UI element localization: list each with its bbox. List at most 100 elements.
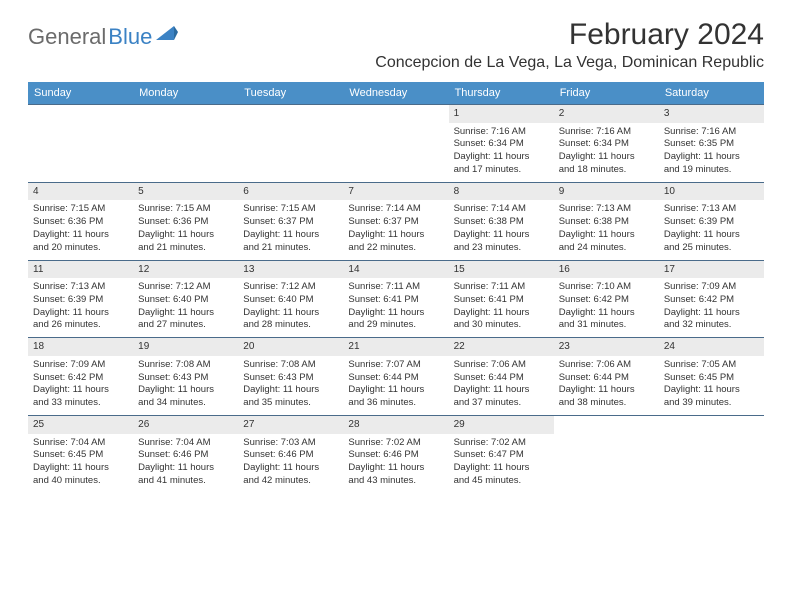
sunrise-line: Sunrise: 7:04 AM: [138, 437, 233, 450]
daylight-line-2: and 45 minutes.: [454, 475, 549, 488]
day-number: 6: [238, 183, 343, 201]
calendar-cell: 28 Sunrise: 7:02 AMSunset: 6:46 PMDayligh…: [343, 416, 448, 493]
sunrise-line: Sunrise: 7:02 AM: [454, 437, 549, 450]
calendar-cell: 20Sunrise: 7:08 AMSunset: 6:43 PMDayligh…: [238, 338, 343, 415]
sunrise-line: Sunrise: 7:04 AM: [33, 437, 128, 450]
day-number: 14: [343, 261, 448, 279]
daylight-line-1: Daylight: 11 hours: [138, 229, 233, 242]
sunrise-line: Sunrise: 7:02 AM: [348, 437, 443, 450]
calendar: SundayMondayTuesdayWednesdayThursdayFrid…: [28, 82, 764, 493]
day-number: 19: [133, 338, 238, 356]
sunset-line: Sunset: 6:46 PM: [348, 449, 443, 462]
calendar-cell: 13Sunrise: 7:12 AMSunset: 6:40 PMDayligh…: [238, 261, 343, 338]
day-number: 17: [659, 261, 764, 279]
daylight-line-1: Daylight: 11 hours: [138, 462, 233, 475]
daylight-line-2: and 19 minutes.: [664, 164, 759, 177]
day-number: 28: [343, 416, 448, 434]
daylight-line-1: Daylight: 11 hours: [138, 307, 233, 320]
day-number: 8: [449, 183, 554, 201]
daylight-line-1: Daylight: 11 hours: [348, 462, 443, 475]
sunrise-line: Sunrise: 7:13 AM: [664, 203, 759, 216]
daylight-line-1: Daylight: 11 hours: [664, 151, 759, 164]
day-header-row: SundayMondayTuesdayWednesdayThursdayFrid…: [28, 82, 764, 104]
title-block: February 2024 Concepcion de La Vega, La …: [375, 18, 764, 72]
daylight-line-1: Daylight: 11 hours: [348, 384, 443, 397]
week-row: 18Sunrise: 7:09 AMSunset: 6:42 PMDayligh…: [28, 337, 764, 415]
sunset-line: Sunset: 6:40 PM: [243, 294, 338, 307]
daylight-line-2: and 31 minutes.: [559, 319, 654, 332]
day-number: 23: [554, 338, 659, 356]
calendar-cell: 3Sunrise: 7:16 AMSunset: 6:35 PMDaylight…: [659, 105, 764, 182]
daylight-line-1: Daylight: 11 hours: [454, 229, 549, 242]
day-number: 26: [133, 416, 238, 434]
sunset-line: Sunset: 6:41 PM: [348, 294, 443, 307]
sunrise-line: Sunrise: 7:12 AM: [138, 281, 233, 294]
daylight-line-2: and 43 minutes.: [348, 475, 443, 488]
sunset-line: Sunset: 6:41 PM: [454, 294, 549, 307]
calendar-cell: 9Sunrise: 7:13 AMSunset: 6:38 PMDaylight…: [554, 183, 659, 260]
sunrise-line: Sunrise: 7:03 AM: [243, 437, 338, 450]
daylight-line-2: and 20 minutes.: [33, 242, 128, 255]
day-number: 4: [28, 183, 133, 201]
day-number: 22: [449, 338, 554, 356]
daylight-line-2: and 18 minutes.: [559, 164, 654, 177]
sunrise-line: Sunrise: 7:10 AM: [559, 281, 654, 294]
daylight-line-1: Daylight: 11 hours: [243, 462, 338, 475]
calendar-cell: 22Sunrise: 7:06 AMSunset: 6:44 PMDayligh…: [449, 338, 554, 415]
daylight-line-1: Daylight: 11 hours: [243, 229, 338, 242]
day-header: Monday: [133, 82, 238, 104]
location-subtitle: Concepcion de La Vega, La Vega, Dominica…: [375, 54, 764, 72]
sunrise-line: Sunrise: 7:16 AM: [454, 126, 549, 139]
daylight-line-2: and 22 minutes.: [348, 242, 443, 255]
daylight-line-2: and 26 minutes.: [33, 319, 128, 332]
calendar-cell: 10Sunrise: 7:13 AMSunset: 6:39 PMDayligh…: [659, 183, 764, 260]
week-row: 11Sunrise: 7:13 AMSunset: 6:39 PMDayligh…: [28, 260, 764, 338]
day-header: Friday: [554, 82, 659, 104]
sunset-line: Sunset: 6:37 PM: [348, 216, 443, 229]
header: GeneralBlue February 2024 Concepcion de …: [28, 18, 764, 72]
logo-text-2: Blue: [108, 24, 152, 50]
daylight-line-2: and 24 minutes.: [559, 242, 654, 255]
sunset-line: Sunset: 6:34 PM: [454, 138, 549, 151]
sunrise-line: Sunrise: 7:14 AM: [348, 203, 443, 216]
day-number: 16: [554, 261, 659, 279]
sunset-line: Sunset: 6:39 PM: [33, 294, 128, 307]
sunrise-line: Sunrise: 7:14 AM: [454, 203, 549, 216]
calendar-cell: 24Sunrise: 7:05 AMSunset: 6:45 PMDayligh…: [659, 338, 764, 415]
sunrise-line: Sunrise: 7:11 AM: [348, 281, 443, 294]
calendar-cell: 1Sunrise: 7:16 AMSunset: 6:34 PMDaylight…: [449, 105, 554, 182]
daylight-line-2: and 35 minutes.: [243, 397, 338, 410]
day-number: 1: [449, 105, 554, 123]
calendar-cell: [28, 105, 133, 182]
calendar-cell: 5Sunrise: 7:15 AMSunset: 6:36 PMDaylight…: [133, 183, 238, 260]
day-number: 18: [28, 338, 133, 356]
day-number: 21: [343, 338, 448, 356]
calendar-cell: 12Sunrise: 7:12 AMSunset: 6:40 PMDayligh…: [133, 261, 238, 338]
daylight-line-2: and 40 minutes.: [33, 475, 128, 488]
daylight-line-2: and 21 minutes.: [138, 242, 233, 255]
logo: GeneralBlue: [28, 18, 178, 50]
sunset-line: Sunset: 6:36 PM: [33, 216, 128, 229]
sunset-line: Sunset: 6:46 PM: [243, 449, 338, 462]
daylight-line-1: Daylight: 11 hours: [33, 307, 128, 320]
logo-triangle-icon: [156, 26, 178, 49]
daylight-line-2: and 38 minutes.: [559, 397, 654, 410]
sunset-line: Sunset: 6:42 PM: [33, 372, 128, 385]
sunset-line: Sunset: 6:39 PM: [664, 216, 759, 229]
sunrise-line: Sunrise: 7:13 AM: [33, 281, 128, 294]
daylight-line-2: and 27 minutes.: [138, 319, 233, 332]
week-row: 4 Sunrise: 7:15 AMSunset: 6:36 PM Daylight…: [28, 182, 764, 260]
week-row: 1 Sunrise: 7:16 AMSunset: 6:34 PM Daylight…: [28, 104, 764, 182]
day-number: 29: [449, 416, 554, 434]
day-number: 9: [554, 183, 659, 201]
sunset-line: Sunset: 6:44 PM: [348, 372, 443, 385]
calendar-cell: 15Sunrise: 7:11 AMSunset: 6:41 PMDayligh…: [449, 261, 554, 338]
sunset-line: Sunset: 6:43 PM: [243, 372, 338, 385]
sunrise-line: Sunrise: 7:07 AM: [348, 359, 443, 372]
sunset-line: Sunset: 6:46 PM: [138, 449, 233, 462]
calendar-cell: 29Sunrise: 7:02 AMSunset: 6:47 PMDayligh…: [449, 416, 554, 493]
sunrise-line: Sunrise: 7:15 AM: [33, 203, 128, 216]
daylight-line-2: and 37 minutes.: [454, 397, 549, 410]
calendar-cell: 4Sunrise: 7:15 AMSunset: 6:36 PMDaylight…: [28, 183, 133, 260]
daylight-line-1: Daylight: 11 hours: [243, 384, 338, 397]
